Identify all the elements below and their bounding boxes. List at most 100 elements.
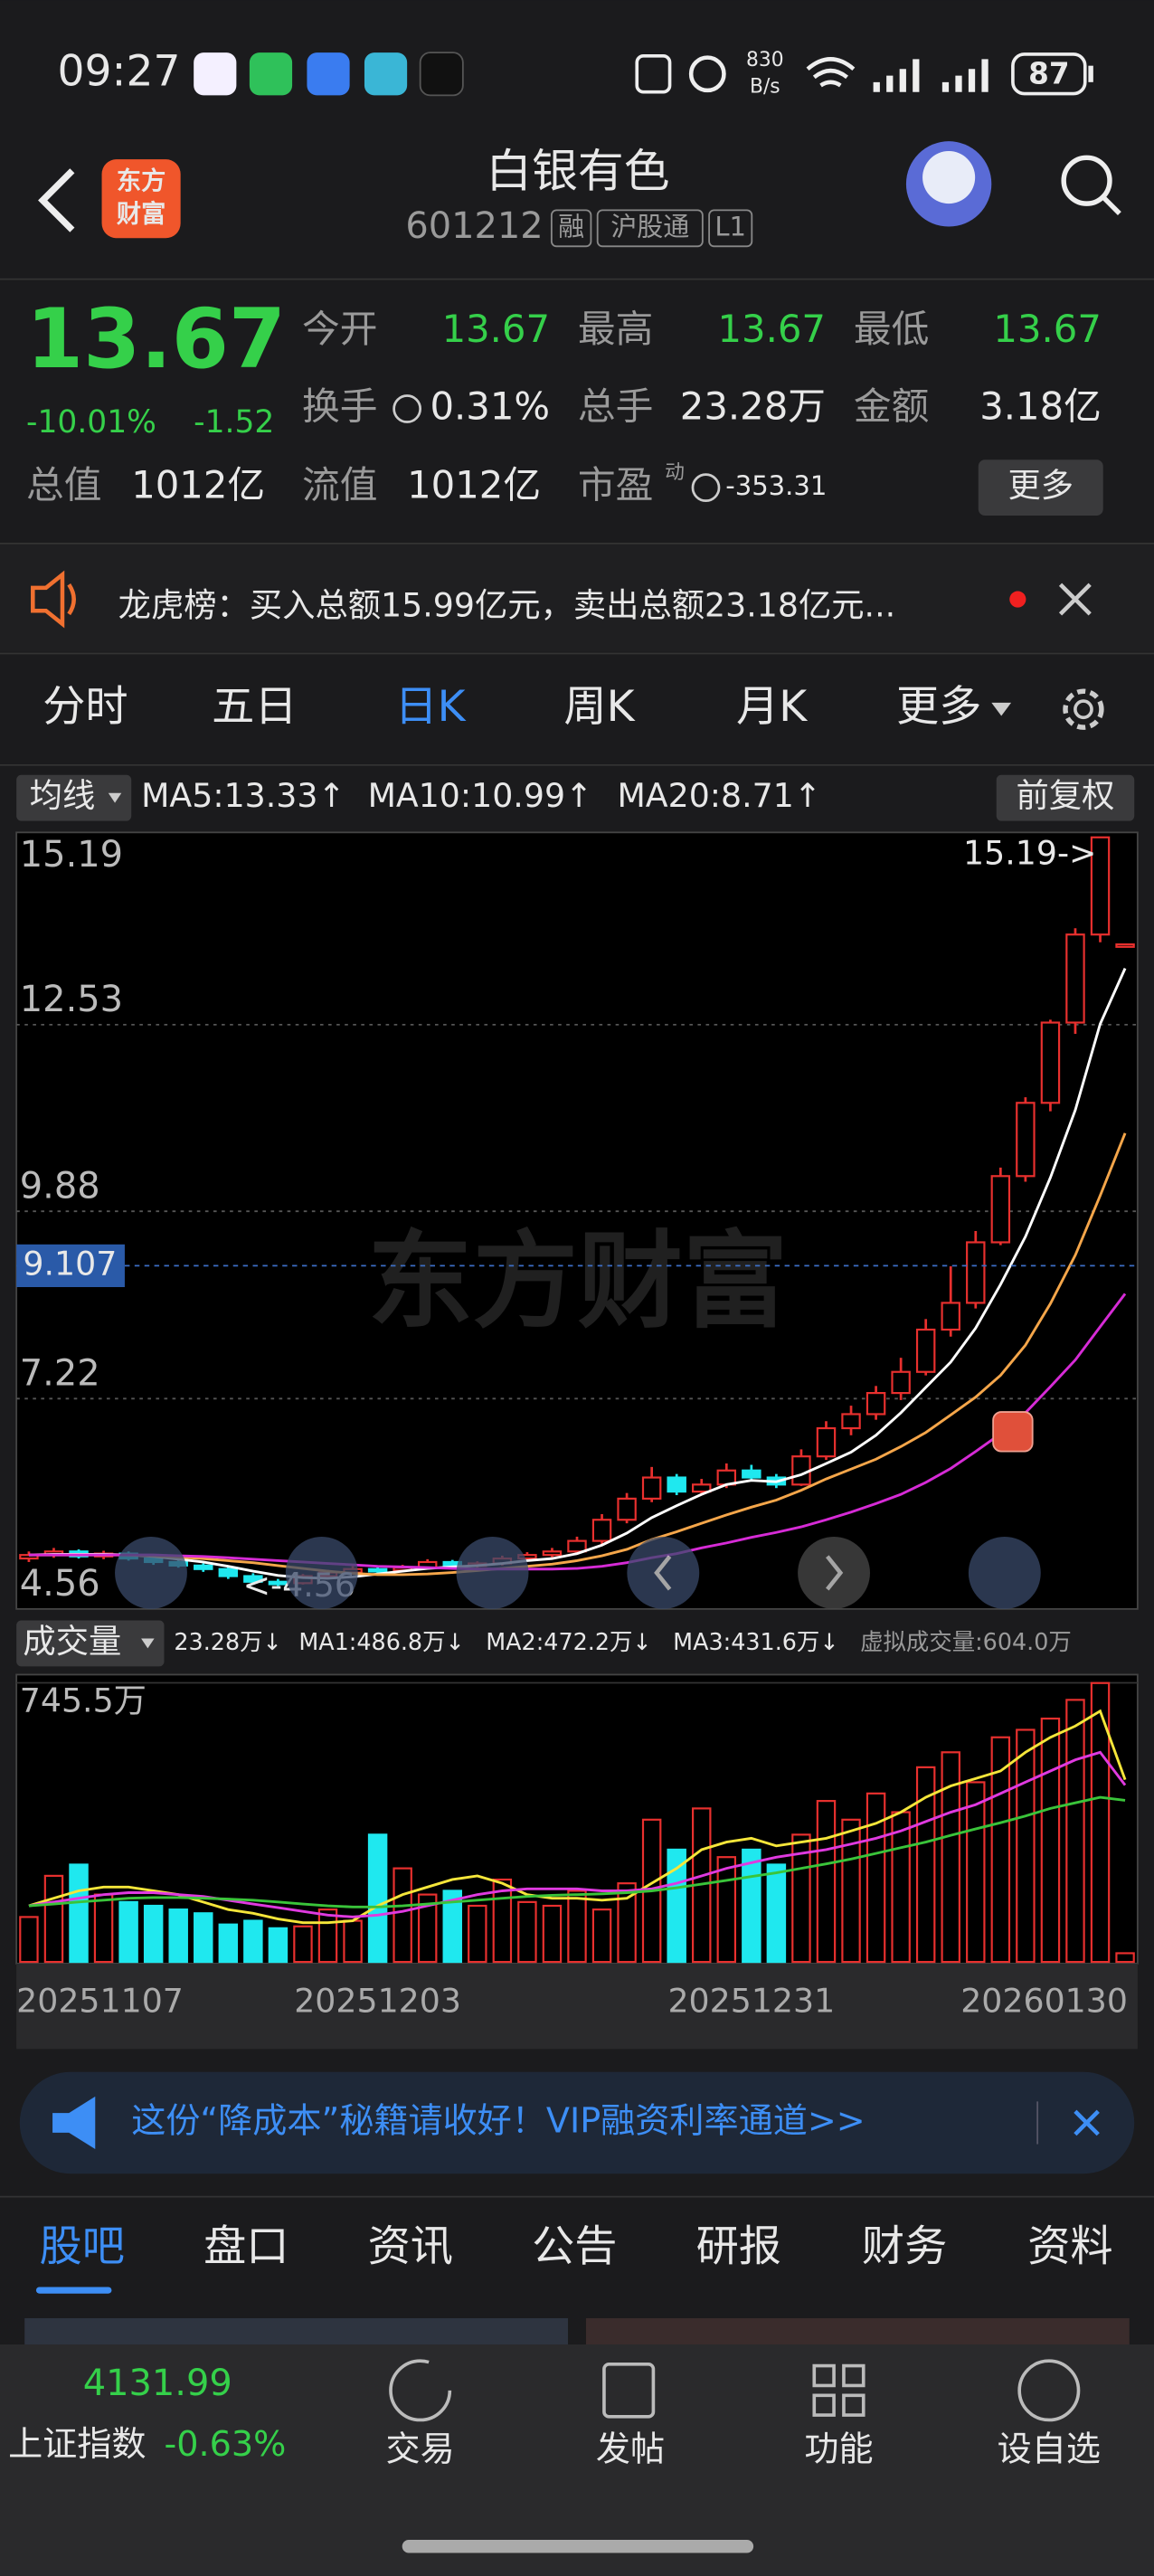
period-tab[interactable]: 周K	[563, 682, 635, 732]
nav-item[interactable]: 发帖	[596, 2429, 665, 2468]
speaker-icon	[31, 570, 76, 629]
control-button[interactable]	[115, 1536, 187, 1609]
app-icon	[307, 52, 350, 96]
field-label: 换手	[302, 384, 377, 429]
candle-body	[1016, 1102, 1036, 1178]
control-button[interactable]	[798, 1536, 870, 1609]
candle-body	[1065, 933, 1085, 1024]
tag-box	[708, 209, 753, 248]
volume-plot: 745.5万 20251107 20251203 20251231 20260130	[16, 1681, 1138, 2020]
ad-banner[interactable]	[19, 2071, 1135, 2174]
close-notice[interactable]	[1058, 582, 1092, 616]
volume-button[interactable]	[16, 1620, 165, 1667]
candle-body	[915, 1328, 936, 1373]
volume-bar	[168, 1908, 188, 1964]
candle-body	[866, 1392, 886, 1416]
candle-body	[641, 1476, 662, 1500]
search-handle	[1101, 194, 1121, 215]
bottom-tabs: 股吧 盘口 资讯 公告 研报 财务 资料	[40, 2222, 1113, 2272]
volume-bar	[716, 1856, 737, 1964]
chart-controls	[115, 1536, 1041, 1609]
volume-bar	[1040, 1717, 1061, 1964]
candle-body	[194, 1564, 213, 1570]
period-tab[interactable]: 更多	[896, 682, 981, 732]
nav-item[interactable]: 交易	[386, 2429, 455, 2468]
ma-line	[28, 968, 1127, 1580]
volume-bar	[93, 1893, 114, 1964]
content-tab[interactable]: 盘口	[203, 2222, 288, 2272]
app-logo[interactable]	[101, 159, 181, 239]
control-button[interactable]	[285, 1536, 358, 1609]
period-tab[interactable]: 日K	[394, 682, 466, 732]
settings-button[interactable]	[1063, 688, 1104, 730]
x-tick-label: 20260130	[960, 1981, 1128, 2020]
control-button[interactable]	[968, 1536, 1041, 1609]
period-tab[interactable]: 分时	[43, 682, 128, 732]
buy-badge[interactable]	[992, 1411, 1034, 1453]
volume-bar	[742, 1848, 761, 1964]
info-icon[interactable]	[691, 473, 721, 503]
candle-body	[841, 1413, 861, 1430]
price-chart	[15, 831, 1139, 1610]
volume-bar	[268, 1927, 288, 1964]
content-tab[interactable]: 资料	[1027, 2222, 1112, 2272]
control-button[interactable]	[456, 1536, 529, 1609]
watchlist-icon	[1017, 2359, 1081, 2422]
volume-bar	[43, 1874, 64, 1964]
control-button[interactable]	[627, 1536, 700, 1609]
period-tab[interactable]: 月K	[736, 682, 808, 732]
volume-bar	[69, 1863, 89, 1964]
high-marker: 15.19->	[963, 834, 1096, 873]
content-tab[interactable]: 研报	[696, 2222, 781, 2272]
volume-bar	[19, 1916, 39, 1964]
volume-bar	[542, 1904, 563, 1964]
x-tick-label: 20251203	[294, 1981, 461, 2020]
content-tab[interactable]: 资讯	[368, 2222, 453, 2272]
wifi-icon	[806, 57, 856, 88]
nav-item[interactable]: 功能	[804, 2429, 873, 2468]
nfc-icon	[635, 53, 672, 94]
volume-bar	[866, 1792, 886, 1964]
close-ad[interactable]	[1074, 2109, 1100, 2136]
candle-body	[1040, 1021, 1061, 1104]
volume-bar	[143, 1904, 164, 1964]
unread-dot	[1009, 591, 1026, 608]
info-icon[interactable]	[393, 394, 422, 423]
volume-bar	[816, 1800, 837, 1964]
net-speed: 830	[746, 49, 784, 71]
more-button[interactable]	[978, 459, 1103, 516]
volume-bar	[941, 1751, 960, 1964]
content-tab[interactable]: 公告	[532, 2222, 617, 2272]
x-tick-label: 20251231	[667, 1981, 835, 2020]
crosshair-tag	[16, 1244, 125, 1287]
ma-button[interactable]	[16, 774, 132, 821]
ma-line	[28, 1795, 1126, 1908]
volume-bar	[567, 1889, 587, 1964]
content-tab[interactable]: 股吧	[40, 2222, 125, 2272]
volume-bar	[617, 1882, 637, 1964]
search-button[interactable]	[1061, 155, 1112, 206]
period-tab[interactable]: 五日	[212, 682, 297, 732]
home-indicator	[402, 2539, 754, 2553]
clock: 09:27	[58, 47, 181, 97]
ma-line	[28, 1709, 1127, 1925]
field-value: 1012亿	[407, 463, 541, 507]
candle-body	[692, 1483, 712, 1493]
nav-item[interactable]: 设自选	[998, 2429, 1101, 2468]
logo-text: 东方	[117, 166, 166, 195]
adjust-button[interactable]	[996, 774, 1135, 821]
x-tick-label: 20251107	[16, 1981, 184, 2020]
volume-bar	[393, 1867, 412, 1964]
volume-bar	[990, 1736, 1011, 1964]
footer	[0, 2344, 1154, 2576]
candle-body	[791, 1455, 811, 1486]
content-tab[interactable]: 财务	[862, 2222, 947, 2272]
pe-superscript: 动	[665, 461, 685, 484]
period-tabs: 分时 五日 日K 周K 月K 更多	[43, 682, 981, 732]
candle-body	[19, 1554, 39, 1560]
notice-bar[interactable]	[0, 543, 1154, 652]
back-button[interactable]	[38, 168, 75, 232]
field-label: 总值	[26, 463, 101, 507]
volume-legend: 23.28万↓	[174, 1628, 281, 1655]
crosshair-label: 9.107	[23, 1244, 117, 1283]
